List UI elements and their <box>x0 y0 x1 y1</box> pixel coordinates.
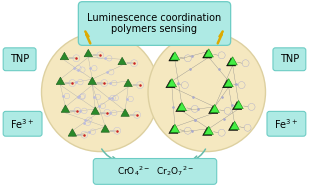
Polygon shape <box>118 57 126 65</box>
Polygon shape <box>60 52 69 60</box>
Polygon shape <box>204 49 214 57</box>
Ellipse shape <box>41 33 159 152</box>
Polygon shape <box>203 127 212 136</box>
Polygon shape <box>224 79 233 87</box>
Text: Fe$^{3+}$: Fe$^{3+}$ <box>274 117 298 131</box>
Polygon shape <box>166 80 175 88</box>
Text: TNP: TNP <box>280 54 299 64</box>
Polygon shape <box>68 129 77 136</box>
FancyBboxPatch shape <box>3 48 36 71</box>
Polygon shape <box>228 122 238 130</box>
Text: CrO$_4$$^{2-}$  Cr$_2$O$_7$$^{2-}$: CrO$_4$$^{2-}$ Cr$_2$O$_7$$^{2-}$ <box>116 164 193 178</box>
Polygon shape <box>61 105 70 112</box>
Ellipse shape <box>148 33 265 152</box>
Text: Luminescence coordination
polymers sensing: Luminescence coordination polymers sensi… <box>87 13 221 34</box>
Polygon shape <box>121 109 129 116</box>
Polygon shape <box>203 50 212 58</box>
Polygon shape <box>204 126 214 134</box>
Polygon shape <box>234 101 243 109</box>
Text: TNP: TNP <box>10 54 29 64</box>
Polygon shape <box>230 121 239 129</box>
Polygon shape <box>209 105 218 114</box>
FancyBboxPatch shape <box>93 159 217 184</box>
Polygon shape <box>228 57 237 65</box>
Polygon shape <box>210 105 219 113</box>
Polygon shape <box>101 125 109 132</box>
Polygon shape <box>177 102 187 111</box>
Polygon shape <box>222 80 232 88</box>
Polygon shape <box>170 52 180 60</box>
Polygon shape <box>56 77 65 84</box>
Polygon shape <box>169 125 178 133</box>
FancyBboxPatch shape <box>3 111 42 136</box>
Polygon shape <box>226 58 236 66</box>
Polygon shape <box>170 124 180 132</box>
Polygon shape <box>88 77 96 84</box>
Polygon shape <box>167 79 176 87</box>
Polygon shape <box>232 101 242 110</box>
FancyBboxPatch shape <box>273 48 306 71</box>
Polygon shape <box>169 53 178 61</box>
Polygon shape <box>91 107 99 114</box>
Polygon shape <box>84 49 92 57</box>
Polygon shape <box>176 103 185 112</box>
Polygon shape <box>124 79 132 87</box>
FancyBboxPatch shape <box>78 2 231 45</box>
Text: Fe$^{3+}$: Fe$^{3+}$ <box>11 117 35 131</box>
FancyBboxPatch shape <box>267 111 306 136</box>
